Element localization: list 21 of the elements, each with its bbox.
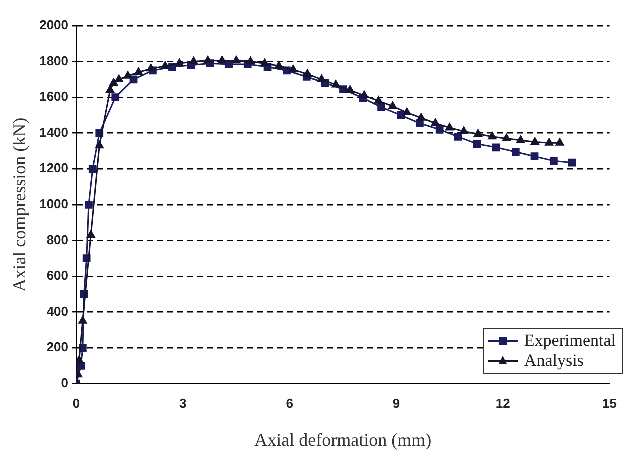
x-tick-label: 15 (602, 396, 618, 412)
legend-label: Experimental (524, 331, 616, 351)
y-tick-label: 800 (46, 232, 69, 248)
x-tick-label: 9 (392, 396, 400, 412)
y-tick-label: 1000 (40, 196, 69, 212)
y-tick-label: 0 (61, 375, 69, 390)
y-axis-title: Axial compression (kN) (10, 118, 30, 292)
y-tick-label: 2000 (40, 18, 69, 33)
y-tick-label: 200 (46, 340, 69, 355)
y-tick-label: 400 (46, 304, 69, 319)
legend-label: Analysis (524, 351, 584, 371)
x-axis-title: Axial deformation (mm) (254, 430, 432, 450)
y-tick-label: 1400 (40, 124, 69, 140)
y-tick-label: 1800 (40, 53, 69, 68)
x-tick-label: 0 (72, 396, 80, 412)
x-tick-label: 12 (496, 396, 510, 412)
y-tick-label: 1600 (40, 89, 69, 104)
x-tick-label: 6 (286, 396, 294, 412)
y-tick-label: 1200 (40, 160, 69, 176)
y-tick-label: 600 (46, 268, 69, 284)
x-tick-label: 3 (180, 396, 187, 412)
